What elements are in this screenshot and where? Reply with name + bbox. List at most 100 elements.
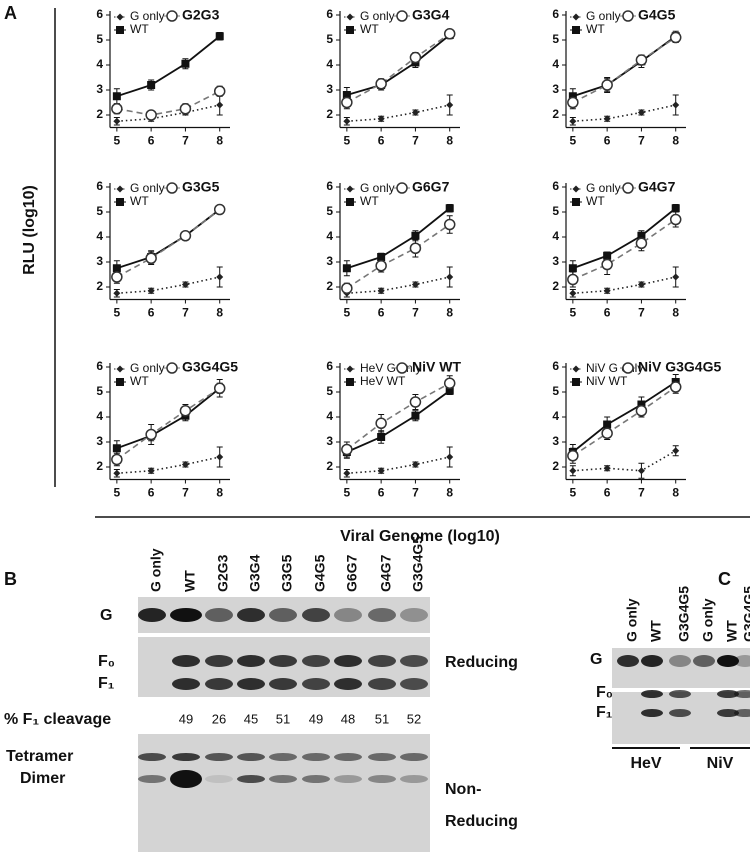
band xyxy=(669,709,691,717)
point xyxy=(342,264,351,273)
y-tick-label: 6 xyxy=(326,359,333,373)
legend-label: G only xyxy=(130,361,165,375)
x-tick-label: 7 xyxy=(638,306,645,320)
y-tick-label: 3 xyxy=(96,254,103,268)
series-line xyxy=(346,223,451,289)
band xyxy=(205,753,233,761)
y-tick-label: 4 xyxy=(96,409,103,423)
x-tick-label: 5 xyxy=(344,306,351,320)
x-tick-label: 7 xyxy=(638,486,645,500)
point xyxy=(147,467,155,475)
point xyxy=(181,281,189,288)
lane-label: G3G4G5 xyxy=(410,536,426,592)
cleavage-value: 51 xyxy=(375,711,389,726)
point xyxy=(147,81,156,89)
lane-label: G4G7 xyxy=(378,554,394,592)
x-tick-label: 8 xyxy=(672,306,679,320)
point xyxy=(567,96,579,109)
chart-title: G3G4 xyxy=(412,7,450,23)
band xyxy=(302,608,330,622)
band xyxy=(400,753,428,761)
cleavage-value: 45 xyxy=(244,711,258,726)
point xyxy=(567,273,579,286)
panel-label: B xyxy=(4,569,17,589)
band xyxy=(172,753,200,761)
y-tick-label: 3 xyxy=(552,434,559,448)
series-line xyxy=(116,387,221,450)
point xyxy=(343,469,351,477)
x-tick-label: 5 xyxy=(344,486,351,500)
point xyxy=(377,253,386,261)
band-label: Dimer xyxy=(20,770,65,787)
legend-marker xyxy=(116,26,124,34)
point xyxy=(147,287,155,295)
point xyxy=(213,203,226,216)
series-line xyxy=(572,276,676,295)
y-tick-label: 2 xyxy=(552,279,559,293)
band xyxy=(237,678,265,690)
panel-label: A xyxy=(4,3,17,23)
band xyxy=(302,655,330,667)
legend-marker xyxy=(116,378,124,386)
legend-marker xyxy=(346,378,354,386)
legend-label: WT xyxy=(586,22,605,36)
point xyxy=(377,433,386,441)
legend-label: G only xyxy=(130,181,165,195)
point xyxy=(672,447,680,455)
chart-title: G3G5 xyxy=(182,179,220,195)
x-tick-label: 5 xyxy=(570,306,577,320)
point xyxy=(637,281,645,288)
x-tick-label: 7 xyxy=(182,486,189,500)
condition-label: Non- xyxy=(445,781,481,798)
y-tick-label: 3 xyxy=(96,434,103,448)
chart-title: NiV WT xyxy=(412,359,461,375)
band xyxy=(269,678,297,690)
band xyxy=(400,678,428,690)
band xyxy=(205,608,233,622)
x-tick-label: 6 xyxy=(148,486,155,500)
condition-label: Reducing xyxy=(445,654,518,671)
legend-marker xyxy=(116,365,124,373)
condition-label: Reducing xyxy=(445,813,518,830)
point xyxy=(411,411,420,420)
legend-label: WT xyxy=(360,194,379,208)
point xyxy=(111,271,123,283)
lane-label: G3G5 xyxy=(279,554,295,592)
y-tick-label: 3 xyxy=(552,254,559,268)
band xyxy=(269,775,297,783)
point xyxy=(567,450,579,462)
chart-title: NiV G3G4G5 xyxy=(638,359,721,375)
y-tick-label: 4 xyxy=(326,409,333,423)
point xyxy=(603,464,611,472)
band xyxy=(641,655,663,667)
series-line xyxy=(572,36,677,104)
cleavage-value: 49 xyxy=(179,711,193,726)
series-line xyxy=(346,390,451,453)
band xyxy=(734,709,750,717)
point xyxy=(111,103,123,115)
series-line xyxy=(116,387,221,461)
x-axis-label: Viral Genome (log10) xyxy=(340,528,500,545)
band-label: F₀ xyxy=(98,653,115,670)
point xyxy=(341,96,353,109)
x-tick-label: 7 xyxy=(182,306,189,320)
y-tick-label: 2 xyxy=(326,107,333,121)
point xyxy=(179,405,192,417)
point xyxy=(411,231,420,240)
y-tick-label: 5 xyxy=(96,32,103,46)
band xyxy=(669,690,691,698)
point xyxy=(215,32,224,41)
legend-marker xyxy=(572,365,580,373)
point xyxy=(216,453,224,461)
legend-label: WT xyxy=(130,22,149,36)
legend-marker xyxy=(166,362,178,374)
point xyxy=(213,85,226,97)
blot xyxy=(138,734,430,852)
y-tick-label: 2 xyxy=(96,279,103,293)
y-tick-label: 4 xyxy=(552,57,559,71)
point xyxy=(411,461,419,468)
band xyxy=(172,678,200,690)
lane-label: G3G4G5 xyxy=(741,586,750,642)
legend-marker xyxy=(346,198,354,206)
x-tick-label: 6 xyxy=(604,134,611,148)
